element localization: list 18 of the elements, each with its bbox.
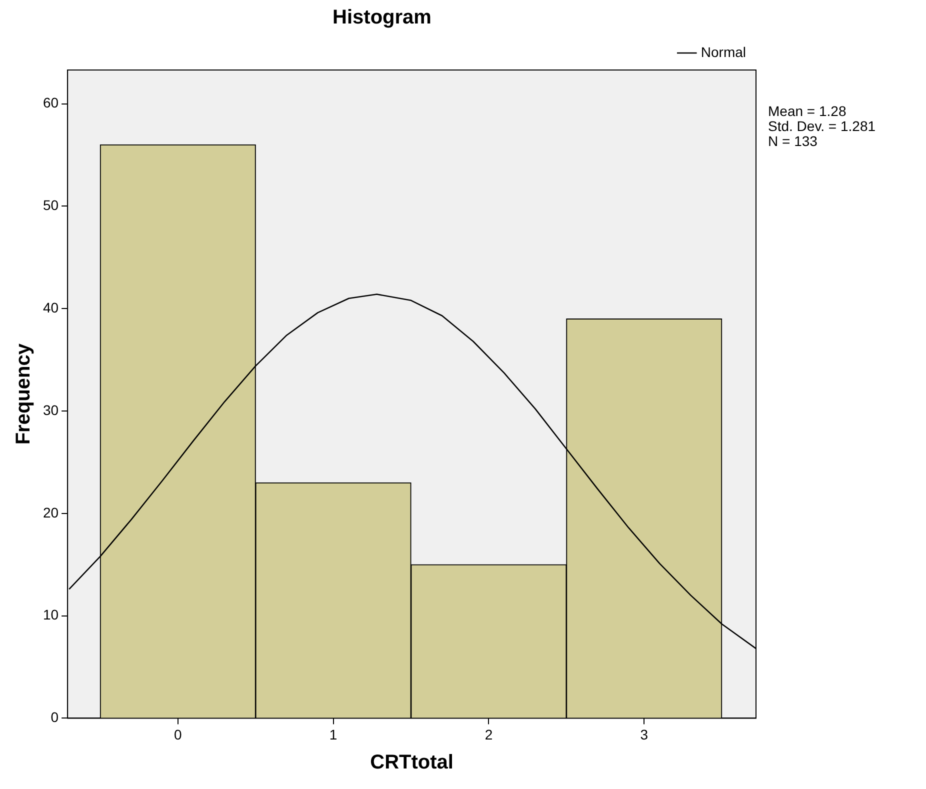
x-axis-title: CRTtotal [370,752,454,774]
x-tick-label: 2 [484,726,493,742]
y-tick-label: 20 [42,504,59,520]
text: N = 133 [768,132,818,149]
y-axis-title: Frequency [12,342,35,445]
y-tick-label: 0 [50,709,59,726]
y-tick-label: 40 [42,299,59,316]
text: Std. Dev. = 1.281 [768,118,876,134]
y-tick-label: 30 [42,402,59,418]
y-tick-label: 50 [42,197,59,214]
legend-label: Normal [700,44,746,60]
y-tick-label: 60 [42,94,59,111]
text: Mean = 1.28 [768,102,846,119]
x-tick-label: 0 [174,726,182,742]
x-tick-label: 3 [640,726,648,742]
x-tick-label: 1 [329,726,338,742]
chart-title: Histogram [332,6,432,29]
y-tick-label: 10 [42,606,59,623]
